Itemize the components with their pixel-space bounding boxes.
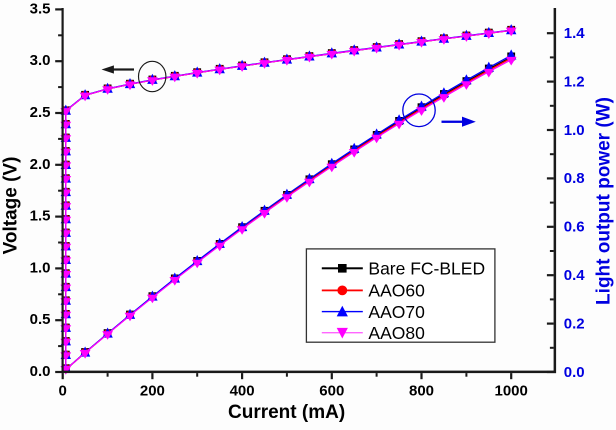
svg-text:0.4: 0.4 xyxy=(564,267,586,284)
svg-text:1.0: 1.0 xyxy=(30,259,51,276)
svg-text:1.2: 1.2 xyxy=(564,73,585,90)
svg-text:Bare FC-BLED: Bare FC-BLED xyxy=(368,259,485,279)
svg-text:AAO70: AAO70 xyxy=(368,302,425,322)
svg-text:0.5: 0.5 xyxy=(30,311,51,328)
svg-text:Current (mA): Current (mA) xyxy=(228,402,345,423)
svg-text:0: 0 xyxy=(59,383,67,400)
svg-text:1000: 1000 xyxy=(495,383,528,400)
svg-text:1.5: 1.5 xyxy=(30,208,51,225)
svg-text:1.4: 1.4 xyxy=(564,25,586,42)
svg-text:AAO80: AAO80 xyxy=(368,323,425,343)
svg-text:3.0: 3.0 xyxy=(30,52,51,69)
svg-text:2.5: 2.5 xyxy=(30,104,51,121)
svg-text:0.0: 0.0 xyxy=(30,363,51,380)
svg-text:0.0: 0.0 xyxy=(564,364,585,381)
svg-text:1.0: 1.0 xyxy=(564,122,585,139)
svg-text:3.5: 3.5 xyxy=(30,0,51,17)
svg-text:0.8: 0.8 xyxy=(564,170,585,187)
svg-text:800: 800 xyxy=(409,383,434,400)
svg-text:0.6: 0.6 xyxy=(564,219,585,236)
svg-text:Voltage (V): Voltage (V) xyxy=(1,157,22,255)
svg-text:400: 400 xyxy=(230,383,255,400)
svg-text:Light output power (W): Light output power (W) xyxy=(594,97,615,305)
svg-text:0.2: 0.2 xyxy=(564,315,585,332)
svg-text:AAO60: AAO60 xyxy=(368,281,425,301)
svg-text:600: 600 xyxy=(319,383,344,400)
svg-text:200: 200 xyxy=(140,383,165,400)
svg-text:2.0: 2.0 xyxy=(30,156,51,173)
